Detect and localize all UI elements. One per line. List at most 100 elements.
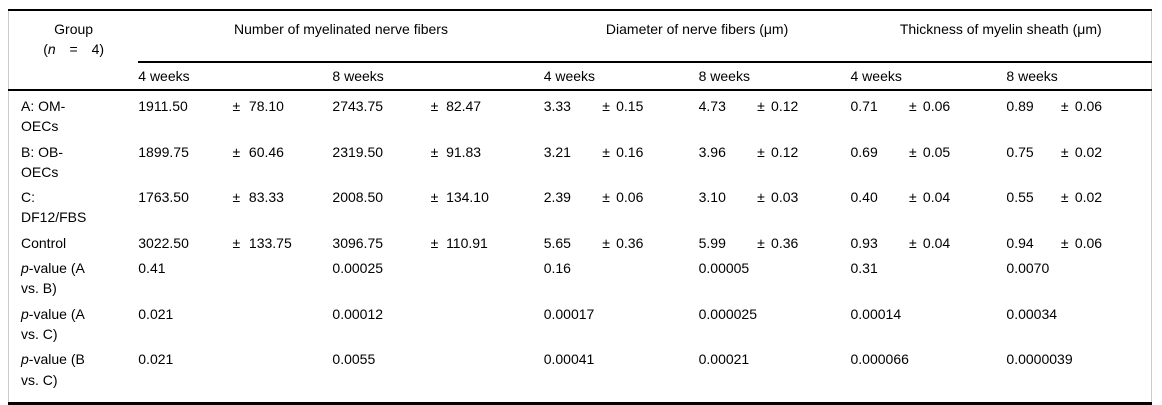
group-label: Control: [21, 234, 67, 251]
mean-value: 3.10: [698, 189, 726, 206]
plus-minus-sign: ±: [757, 143, 765, 160]
p-value-cell: 0.000025: [698, 305, 758, 322]
p-value-cell: 0.021: [138, 305, 174, 322]
table-header: Group (n = 4) Number of myelinated nerve…: [8, 10, 1152, 91]
plus-minus-sign: ±: [430, 234, 439, 251]
plus-minus-sign: ±: [602, 234, 610, 251]
mean-value: 0.93: [850, 234, 878, 251]
mean-value: 3.33: [543, 98, 571, 114]
group-label: -value (B vs. C): [21, 351, 85, 388]
plus-minus-sign: ±: [430, 189, 439, 206]
group-label: C: DF12/FBS: [21, 189, 87, 226]
plus-minus-sign: ±: [232, 234, 241, 251]
group-label: -value (A vs. C): [21, 305, 85, 342]
paper-table: Group (n = 4) Number of myelinated nerve…: [8, 9, 1152, 405]
p-value-cell: 0.00005: [698, 260, 750, 277]
sd-value: 78.10: [248, 98, 284, 114]
mean-value: 2.39: [543, 189, 571, 206]
group-cell: A: OM- OECs: [9, 90, 139, 137]
italic-p: p: [21, 305, 29, 322]
p-value-cell: 0.000066: [850, 351, 909, 368]
paper-table-container: Group (n = 4) Number of myelinated nerve…: [8, 9, 1153, 405]
plus-minus-sign: ±: [757, 189, 765, 206]
mean-value: 0.75: [1006, 143, 1034, 160]
sd-value: 0.04: [922, 234, 951, 251]
p-value-cell: 0.00021: [698, 351, 750, 368]
plus-minus-sign: ±: [602, 143, 610, 160]
p-value-cell: 0.31: [850, 260, 878, 277]
sd-value: 0.02: [1074, 189, 1103, 206]
header-span-row: Group (n = 4) Number of myelinated nerve…: [8, 10, 1152, 91]
mean-value: 3022.50: [138, 234, 189, 251]
sd-value: 60.46: [248, 143, 284, 160]
table-row: C: DF12/FBS 1763.50 ±83.33 2008.50 ±134.10 2.…: [9, 182, 1152, 228]
table-row: p-value (A vs. B) 0.41 0.00025 0.16 0.00005 0…: [9, 253, 1152, 299]
italic-n: n: [47, 41, 56, 58]
sd-value: 0.06: [1074, 234, 1103, 251]
plus-minus-sign: ±: [602, 189, 610, 206]
column-group-header-fibers: Number of myelinated nerve fibers: [138, 10, 544, 63]
italic-p: p: [21, 260, 29, 277]
mean-value: 3096.75: [332, 234, 384, 251]
sd-value: 134.10: [446, 189, 489, 206]
sd-value: 0.16: [616, 143, 644, 160]
mean-value: 0.94: [1006, 234, 1034, 251]
mean-value: 1899.75: [138, 143, 189, 160]
mean-value: 5.65: [543, 234, 571, 251]
group-header-n: (n = 4): [43, 41, 105, 58]
group-label: A: OM- OECs: [21, 98, 66, 135]
plus-minus-sign: ±: [1060, 143, 1069, 160]
mean-value: 1911.50: [138, 98, 188, 114]
subheader-cell: 8 weeks: [698, 62, 851, 91]
sd-value: 83.33: [248, 189, 284, 206]
mean-value: 0.55: [1006, 189, 1034, 206]
sd-value: 0.04: [922, 189, 951, 206]
mean-value: 0.89: [1006, 98, 1034, 114]
sd-value: 0.36: [771, 234, 799, 251]
sd-value: 110.91: [446, 234, 488, 251]
plus-minus-sign: ±: [602, 98, 610, 114]
group-cell: p-value (A vs. C): [9, 299, 139, 345]
mean-value: 2743.75: [332, 98, 384, 114]
sd-value: 0.03: [771, 189, 799, 206]
sd-value: 0.06: [616, 189, 644, 206]
subheader-cell: 8 weeks: [332, 62, 544, 91]
plus-minus-sign: ±: [232, 189, 241, 206]
p-value-cell: 0.00017: [543, 305, 595, 322]
p-value-cell: 0.00041: [543, 351, 595, 368]
sd-value: 0.05: [922, 143, 951, 160]
sd-value: 0.06: [1074, 98, 1103, 114]
p-value-cell: 0.0000039: [1006, 351, 1073, 368]
subheader-cell: 4 weeks: [850, 62, 1007, 91]
sd-value: 82.47: [446, 98, 482, 114]
sd-value: 133.75: [248, 234, 292, 251]
table-row: p-value (A vs. C) 0.021 0.00012 0.00017 0.00…: [9, 299, 1152, 345]
plus-minus-sign: ±: [1060, 98, 1069, 114]
mean-value: 2008.50: [332, 189, 384, 206]
p-value-cell: 0.021: [138, 351, 174, 368]
plus-minus-sign: ±: [909, 143, 917, 160]
group-label: B: OB- OECs: [21, 143, 64, 180]
plus-minus-sign: ±: [909, 189, 917, 206]
group-cell: C: DF12/FBS: [9, 182, 139, 228]
plus-minus-sign: ±: [909, 98, 917, 114]
p-value-cell: 0.00012: [332, 305, 384, 322]
mean-value: 0.71: [850, 98, 878, 114]
group-label: -value (A vs. B): [21, 260, 85, 297]
mean-value: 3.96: [698, 143, 726, 160]
p-value-cell: 0.0055: [332, 351, 376, 368]
p-value-cell: 0.0070: [1006, 260, 1050, 277]
table-row: Control 3022.50 ±133.75 3096.75 ±110.91 5.65 ±…: [9, 228, 1152, 253]
p-value-cell: 0.41: [138, 260, 166, 277]
sd-value: 0.36: [616, 234, 644, 251]
plus-minus-sign: ±: [232, 98, 241, 114]
mean-value: 0.40: [850, 189, 878, 206]
table-row: A: OM- OECs 1911.50 ±78.10 2743.75 ±82.47 3.3…: [9, 90, 1152, 137]
table-row: p-value (B vs. C) 0.021 0.0055 0.00041 0.000…: [9, 344, 1152, 403]
subheader-cell: 8 weeks: [1006, 62, 1152, 91]
subheader-cell: 4 weeks: [138, 62, 333, 91]
header-sub-row: 4 weeks 8 weeks 4 weeks 8 weeks 4 weeks …: [9, 62, 1152, 91]
p-value-cell: 0.00034: [1006, 305, 1058, 322]
table-body: A: OM- OECs 1911.50 ±78.10 2743.75 ±82.47 3.3…: [9, 90, 1152, 403]
group-header-cell: Group (n = 4): [8, 10, 139, 91]
